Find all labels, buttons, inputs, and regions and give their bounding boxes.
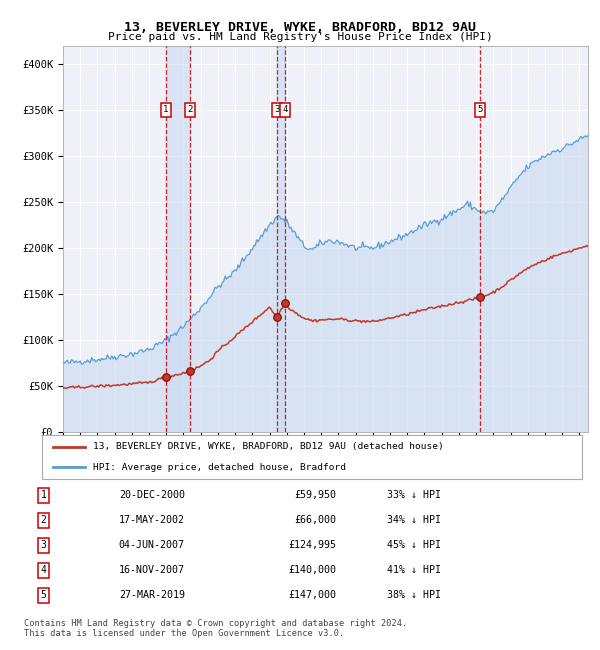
Text: 5: 5 xyxy=(478,105,483,114)
Text: Contains HM Land Registry data © Crown copyright and database right 2024.
This d: Contains HM Land Registry data © Crown c… xyxy=(24,619,407,638)
Text: 34% ↓ HPI: 34% ↓ HPI xyxy=(387,515,440,525)
FancyBboxPatch shape xyxy=(42,435,582,479)
Text: £124,995: £124,995 xyxy=(289,540,337,551)
Text: 2: 2 xyxy=(187,105,193,114)
Text: Price paid vs. HM Land Registry's House Price Index (HPI): Price paid vs. HM Land Registry's House … xyxy=(107,32,493,42)
Text: 17-MAY-2002: 17-MAY-2002 xyxy=(119,515,185,525)
Text: 41% ↓ HPI: 41% ↓ HPI xyxy=(387,566,440,575)
Text: 04-JUN-2007: 04-JUN-2007 xyxy=(119,540,185,551)
Bar xyxy=(277,46,285,432)
Text: 1: 1 xyxy=(41,491,46,500)
Text: 16-NOV-2007: 16-NOV-2007 xyxy=(119,566,185,575)
Text: 5: 5 xyxy=(41,590,46,600)
Text: 3: 3 xyxy=(41,540,46,551)
Text: 13, BEVERLEY DRIVE, WYKE, BRADFORD, BD12 9AU: 13, BEVERLEY DRIVE, WYKE, BRADFORD, BD12… xyxy=(124,21,476,34)
Text: 4: 4 xyxy=(282,105,287,114)
Text: 3: 3 xyxy=(274,105,280,114)
Text: 20-DEC-2000: 20-DEC-2000 xyxy=(119,491,185,500)
Text: 4: 4 xyxy=(41,566,46,575)
Text: £59,950: £59,950 xyxy=(295,491,337,500)
Text: 38% ↓ HPI: 38% ↓ HPI xyxy=(387,590,440,600)
Text: 27-MAR-2019: 27-MAR-2019 xyxy=(119,590,185,600)
Text: 45% ↓ HPI: 45% ↓ HPI xyxy=(387,540,440,551)
Text: 2: 2 xyxy=(41,515,46,525)
Text: 13, BEVERLEY DRIVE, WYKE, BRADFORD, BD12 9AU (detached house): 13, BEVERLEY DRIVE, WYKE, BRADFORD, BD12… xyxy=(94,442,444,451)
Text: £66,000: £66,000 xyxy=(295,515,337,525)
Text: HPI: Average price, detached house, Bradford: HPI: Average price, detached house, Brad… xyxy=(94,463,346,472)
Text: £140,000: £140,000 xyxy=(289,566,337,575)
Text: £147,000: £147,000 xyxy=(289,590,337,600)
Text: 1: 1 xyxy=(163,105,169,114)
Text: 33% ↓ HPI: 33% ↓ HPI xyxy=(387,491,440,500)
Bar xyxy=(166,46,190,432)
